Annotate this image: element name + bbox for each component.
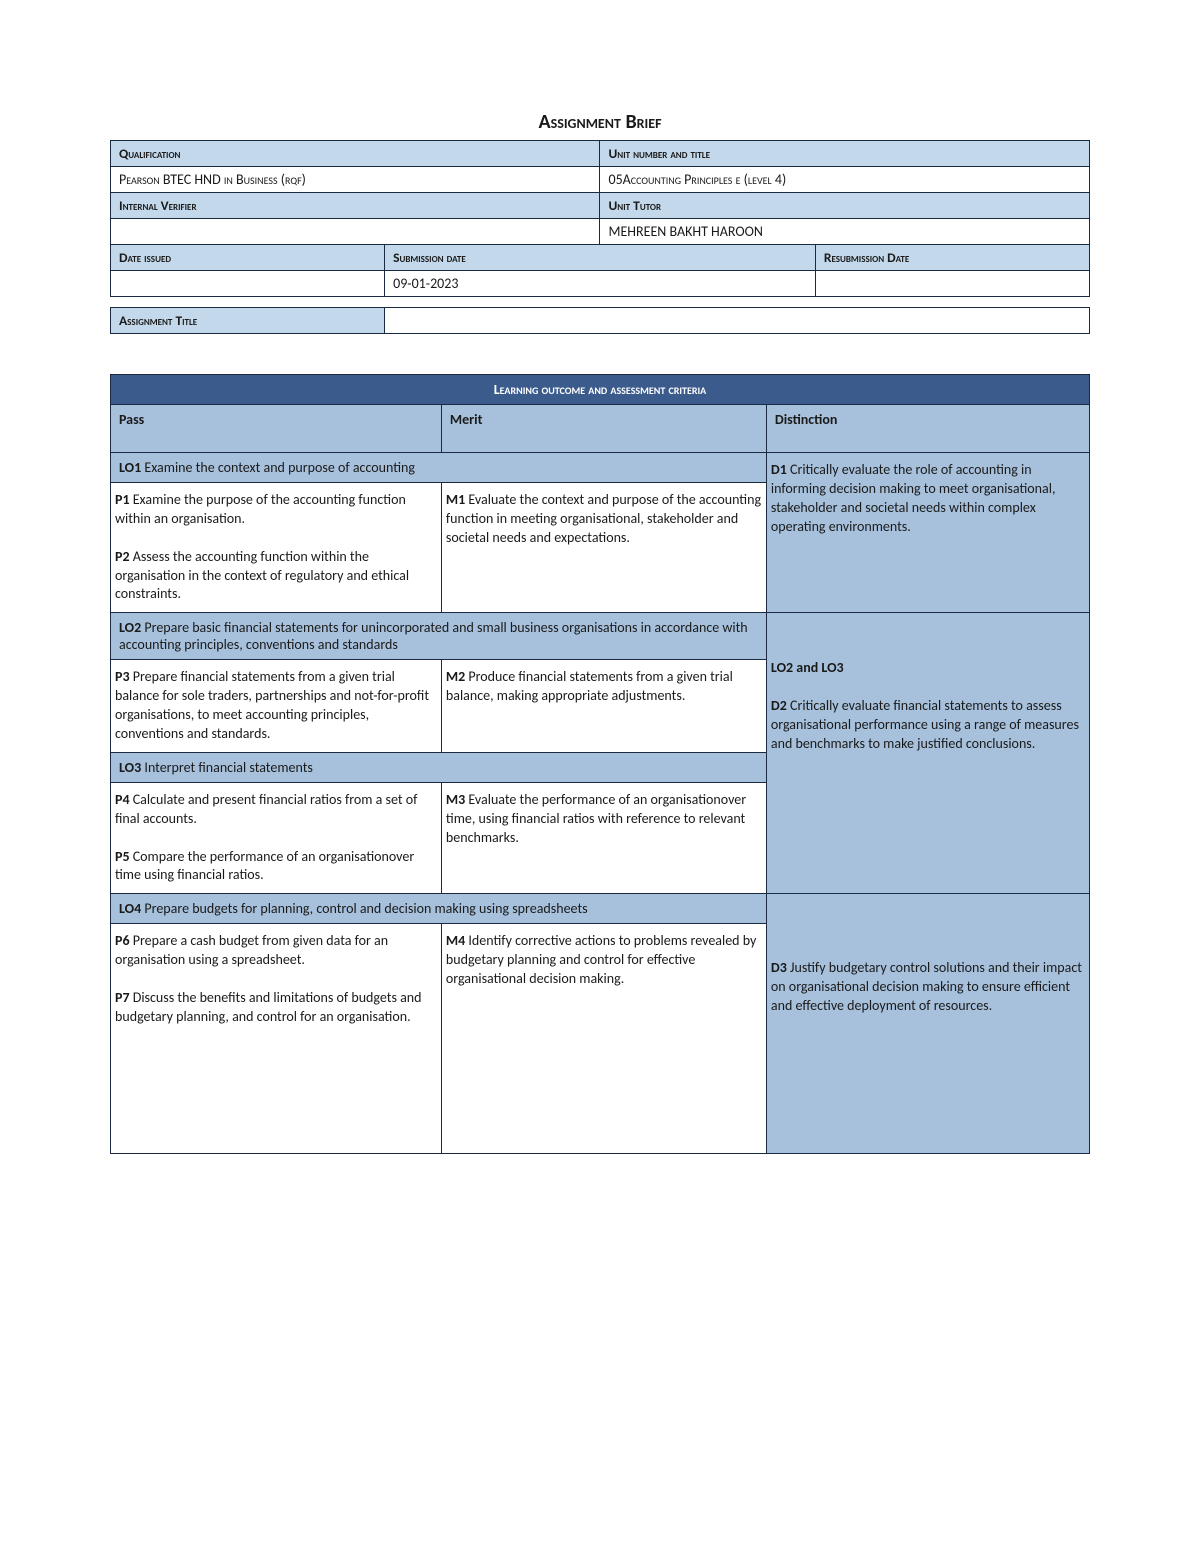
resubmission-label: Resubmission Date [815,245,1089,271]
page-title: Assignment Brief [110,110,1090,134]
assignment-title-label: Assignment Title [111,308,385,334]
submission-date-label: Submission date [385,245,816,271]
lo2-text: Prepare basic financial statements for u… [119,619,748,653]
unit-value: 05Accounting Principles e (level 4) [600,167,1090,193]
lo4-merit: M4 Identify corrective actions to proble… [441,924,766,1154]
d2-code: D2 [771,697,787,714]
d3-code: D3 [771,959,787,976]
lo2-code: LO2 [119,619,141,636]
p7-text: Discuss the benefits and limitations of … [115,989,422,1025]
qualification-label: Qualification [111,141,600,167]
p4-text: Calculate and present financial ratios f… [115,791,417,827]
p4-code: P4 [115,791,130,808]
p6-code: P6 [115,932,130,949]
lo2-pass: P3 Prepare financial statements from a g… [111,660,442,753]
lo1-pass: P1 Examine the purpose of the accounting… [111,483,442,613]
p5-text: Compare the performance of an organisati… [115,848,414,884]
p2-code: P2 [115,548,130,565]
m3-code: M3 [446,791,465,808]
d2-text: Critically evaluate financial statements… [771,697,1079,752]
m3-text: Evaluate the performance of an organisat… [446,791,746,846]
p3-text: Prepare financial statements from a give… [115,668,429,742]
lo2-merit: M2 Produce financial statements from a g… [441,660,766,753]
col-merit: Merit [441,405,766,453]
d1-code: D1 [771,461,787,478]
unit-label: Unit number and title [600,141,1090,167]
d1-text: Critically evaluate the role of accounti… [771,461,1056,535]
p5-code: P5 [115,848,130,865]
resubmission-value [815,271,1089,297]
p1-text: Examine the purpose of the accounting fu… [115,491,406,527]
submission-date-value: 09-01-2023 [385,271,816,297]
assignment-title-value [385,308,1090,334]
unit-tutor-label: Unit Tutor [600,193,1090,219]
lo4-text: Prepare budgets for planning, control an… [141,900,587,917]
col-pass: Pass [111,405,442,453]
criteria-table: Learning outcome and assessment criteria… [110,374,1090,1154]
lo1-text: Examine the context and purpose of accou… [141,459,415,476]
internal-verifier-label: Internal Verifier [111,193,600,219]
lo3-row: LO3 Interpret financial statements [111,752,767,782]
brief-header-table: Qualification Unit number and title Pear… [110,140,1090,297]
m4-code: M4 [446,932,465,949]
lo1-code: LO1 [119,459,141,476]
lo2-row: LO2 Prepare basic financial statements f… [111,613,767,660]
date-issued-value [111,271,385,297]
lo4-row: LO4 Prepare budgets for planning, contro… [111,894,767,924]
unit-tutor-value: MEHREEN BAKHT HAROON [600,219,1090,245]
m1-code: M1 [446,491,465,508]
m1-text: Evaluate the context and purpose of the … [446,491,761,546]
lo1-row: LO1 Examine the context and purpose of a… [111,453,767,483]
d3-cell: D3 Justify budgetary control solutions a… [766,894,1089,1154]
criteria-section-title: Learning outcome and assessment criteria [111,375,1090,405]
col-distinction: Distinction [766,405,1089,453]
m4-text: Identify corrective actions to problems … [446,932,756,987]
p2-text: Assess the accounting function within th… [115,548,409,603]
lo3-merit: M3 Evaluate the performance of an organi… [441,782,766,893]
p1-code: P1 [115,491,130,508]
lo4-pass: P6 Prepare a cash budget from given data… [111,924,442,1154]
lo3-text: Interpret financial statements [141,759,313,776]
lo3-pass: P4 Calculate and present financial ratio… [111,782,442,893]
lo1-merit: M1 Evaluate the context and purpose of t… [441,483,766,613]
p3-code: P3 [115,668,130,685]
m2-text: Produce financial statements from a give… [446,668,733,704]
d2-head: LO2 and LO3 [771,659,844,676]
d3-text: Justify budgetary control solutions and … [771,959,1082,1014]
qualification-value: Pearson BTEC HND in Business (rqf) [111,167,600,193]
d2-cell: LO2 and LO3 D2 Critically evaluate finan… [766,613,1089,894]
lo4-code: LO4 [119,900,141,917]
internal-verifier-value [111,219,600,245]
p7-code: P7 [115,989,130,1006]
lo3-code: LO3 [119,759,141,776]
date-issued-label: Date issued [111,245,385,271]
assignment-title-table: Assignment Title [110,307,1090,334]
p6-text: Prepare a cash budget from given data fo… [115,932,388,968]
m2-code: M2 [446,668,465,685]
d1-cell: D1 Critically evaluate the role of accou… [766,453,1089,613]
